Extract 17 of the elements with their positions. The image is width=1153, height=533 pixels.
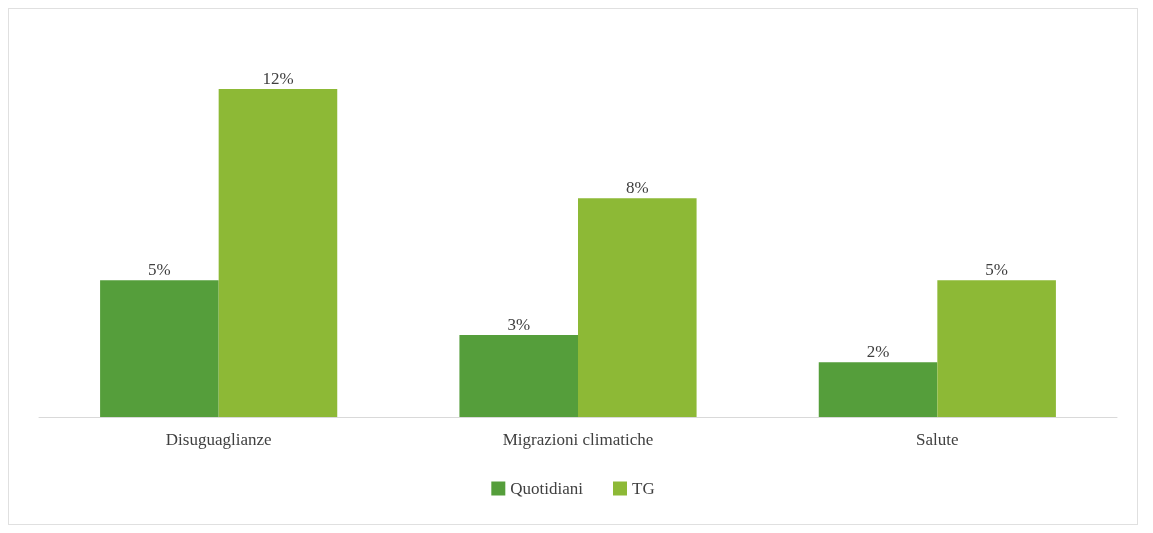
bar: [218, 89, 338, 417]
data-label: 2%: [866, 342, 890, 362]
data-label: 8%: [625, 178, 649, 198]
x-tick-label: Migrazioni climatiche: [502, 430, 654, 449]
data-label: 5%: [985, 260, 1008, 280]
data-label: 3%: [507, 315, 531, 334]
bar: [578, 198, 697, 417]
x-tick-label: Salute: [916, 430, 959, 449]
bar: [937, 280, 1056, 417]
bar: [459, 335, 578, 417]
data-label: 12%: [262, 69, 294, 88]
bar: [818, 362, 938, 417]
legend-label: Quotidiani: [510, 479, 584, 498]
legend-label: TG: [632, 479, 655, 498]
x-tick-label: Disuguaglianze: [165, 430, 272, 449]
bar: [100, 280, 219, 417]
data-label: 5%: [148, 260, 171, 280]
